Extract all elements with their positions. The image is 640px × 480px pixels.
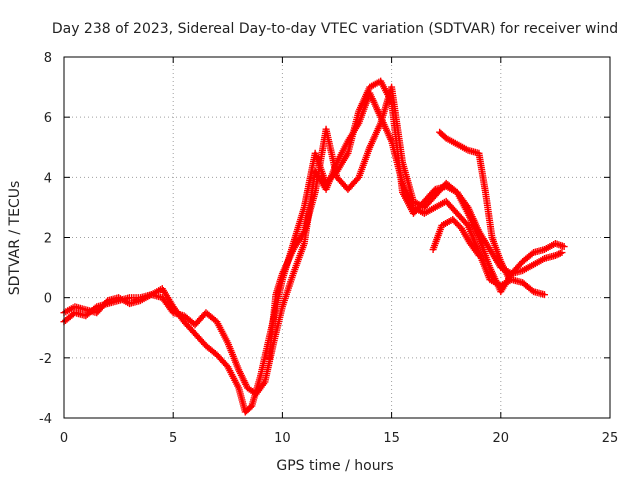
series-track-e [429, 215, 483, 260]
y-tick-label: 2 [44, 232, 52, 247]
data-points [60, 77, 568, 416]
x-axis-label: GPS time / hours [276, 458, 393, 474]
data-point [540, 291, 548, 299]
series-track-d [436, 128, 514, 284]
x-tick-label: 0 [60, 431, 68, 446]
series-track-c [265, 83, 566, 362]
data-point [353, 175, 361, 183]
x-tick-label: 5 [169, 431, 177, 446]
data-point [475, 252, 483, 260]
y-axis-label: SDTVAR / TECUs [7, 181, 23, 296]
x-tick-label: 15 [383, 431, 400, 446]
y-tick-label: 6 [44, 111, 52, 126]
data-point [506, 276, 514, 284]
y-tick-label: -4 [39, 412, 52, 427]
data-point [560, 243, 568, 251]
y-tick-label: 4 [44, 171, 52, 186]
y-tick-label: -2 [39, 352, 52, 367]
y-tick-label: 0 [44, 292, 52, 307]
chart-title: Day 238 of 2023, Sidereal Day-to-day VTE… [52, 21, 618, 37]
x-tick-label: 10 [274, 431, 291, 446]
x-tick-label: 25 [602, 431, 619, 446]
x-tick-label: 20 [493, 431, 510, 446]
y-tick-label: 8 [44, 51, 52, 66]
data-point [558, 249, 566, 257]
axis-ticks: 0 5 10 15 20 25 -4 -2 0 2 4 6 8 [39, 51, 618, 446]
